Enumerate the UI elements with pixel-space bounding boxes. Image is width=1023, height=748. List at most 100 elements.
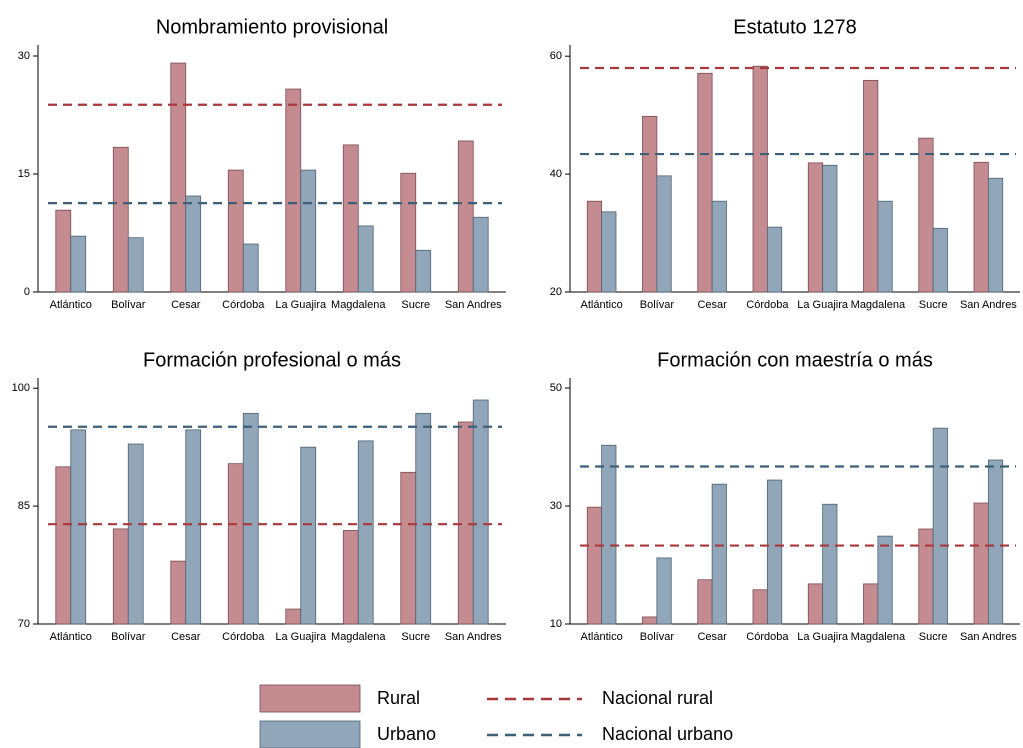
x-tick-label: Magdalena <box>851 299 906 311</box>
bar <box>342 530 359 625</box>
bar <box>642 115 658 293</box>
bar <box>127 443 144 625</box>
chart-title: Estatuto 1278 <box>733 16 856 38</box>
x-tick-label: La Guajira <box>797 631 849 643</box>
bar <box>711 200 727 293</box>
bar <box>170 62 187 293</box>
bar <box>752 589 768 625</box>
bar <box>642 616 658 625</box>
bar <box>112 146 129 293</box>
bar <box>357 440 374 625</box>
x-tick-label: Cesar <box>171 299 201 311</box>
chart-title: Nombramiento provisional <box>156 16 388 38</box>
bar <box>987 177 1004 293</box>
legend-label: Rural <box>377 688 420 708</box>
bar <box>601 211 617 293</box>
bar <box>285 88 302 293</box>
bar <box>863 583 879 625</box>
bar <box>457 421 474 625</box>
chart-title: Formación con maestría o más <box>657 349 933 371</box>
x-tick-label: Córdoba <box>222 631 265 643</box>
x-tick-label: Córdoba <box>746 631 789 643</box>
y-tick-label: 40 <box>550 168 562 180</box>
x-tick-label: La Guajira <box>797 299 849 311</box>
x-tick-label: Sucre <box>401 631 430 643</box>
legend-label: Nacional urbano <box>602 724 733 744</box>
x-tick-label: Magdalena <box>331 631 386 643</box>
bar <box>973 161 989 293</box>
bar <box>766 226 783 293</box>
bar <box>185 429 202 625</box>
y-tick-label: 70 <box>18 618 30 630</box>
y-tick-label: 30 <box>18 50 30 62</box>
bar <box>697 72 713 293</box>
bar <box>185 195 202 293</box>
bar <box>822 164 838 293</box>
bar <box>457 140 474 293</box>
bar <box>342 144 359 293</box>
x-tick-label: Sucre <box>401 299 430 311</box>
bar <box>601 444 617 625</box>
bar <box>752 65 768 293</box>
y-tick-label: 15 <box>18 168 30 180</box>
x-tick-label: Bolívar <box>111 299 146 311</box>
bar <box>70 429 87 625</box>
bar <box>300 169 317 293</box>
x-tick-label: Córdoba <box>746 299 789 311</box>
bar <box>807 162 824 293</box>
bar <box>877 200 893 293</box>
y-tick-label: 0 <box>24 286 30 298</box>
y-tick-label: 50 <box>550 382 562 394</box>
bar <box>112 528 129 625</box>
x-tick-label: Cesar <box>697 299 727 311</box>
bar <box>227 463 244 625</box>
bar <box>766 479 783 625</box>
x-tick-label: Cesar <box>697 631 727 643</box>
bar <box>877 535 893 625</box>
x-tick-label: Sucre <box>919 631 948 643</box>
bar <box>415 412 432 625</box>
bar <box>357 225 374 293</box>
bar <box>127 237 144 293</box>
x-tick-label: Cesar <box>171 631 201 643</box>
x-tick-label: Atlántico <box>50 299 92 311</box>
x-tick-label: San Andres <box>445 631 502 643</box>
bar <box>415 249 432 293</box>
y-tick-label: 85 <box>18 500 30 512</box>
bar <box>70 235 87 293</box>
x-tick-label: San Andres <box>960 631 1017 643</box>
y-tick-label: 60 <box>550 50 562 62</box>
bar <box>586 200 603 293</box>
x-tick-label: Magdalena <box>331 299 386 311</box>
bar <box>227 169 244 293</box>
bar <box>863 79 879 293</box>
bar <box>987 459 1004 625</box>
bar <box>656 557 672 625</box>
bar <box>807 583 824 625</box>
bar <box>55 466 72 625</box>
bar <box>242 412 259 625</box>
bar <box>285 608 302 625</box>
chart-title: Formación profesional o más <box>143 349 401 371</box>
x-tick-label: San Andres <box>960 299 1017 311</box>
x-tick-label: Magdalena <box>851 631 906 643</box>
bar <box>400 471 417 625</box>
bar <box>586 506 603 625</box>
x-tick-label: Atlántico <box>581 299 623 311</box>
legend-label: Urbano <box>377 724 436 744</box>
y-tick-label: 100 <box>12 382 30 394</box>
bar <box>711 483 727 625</box>
bar <box>697 579 713 625</box>
legend-swatch <box>259 684 361 713</box>
bar <box>400 172 417 293</box>
bar <box>822 503 838 625</box>
x-tick-label: Sucre <box>919 299 948 311</box>
legend-label: Nacional rural <box>602 688 713 708</box>
bar <box>472 399 489 625</box>
x-tick-label: La Guajira <box>275 299 327 311</box>
bar <box>918 528 934 625</box>
bar <box>932 427 948 625</box>
y-tick-label: 20 <box>550 286 562 298</box>
bar <box>170 560 187 625</box>
